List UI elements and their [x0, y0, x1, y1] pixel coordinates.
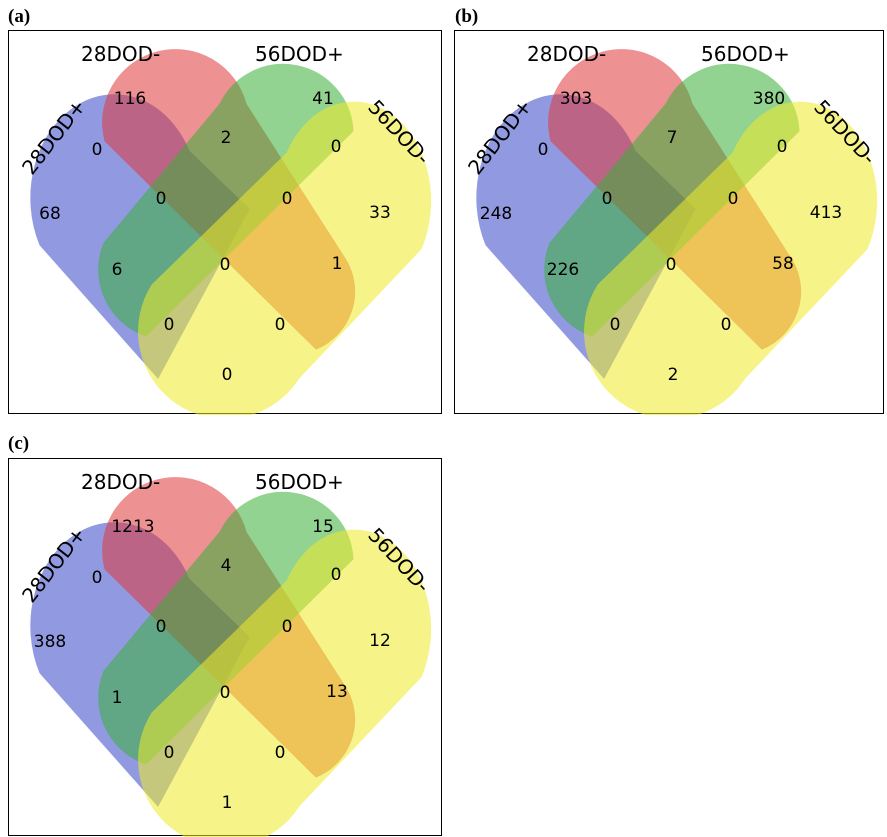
count-28dod-plus-56dod-plus: 6: [112, 260, 123, 280]
region-counts: 303 380 0 7 0 248 0 0 413 226 0 58 0 0 2: [480, 89, 842, 385]
ellipse-56dod-plus: [544, 63, 800, 337]
count-56dod-plus-56dod-minus: 0: [331, 137, 342, 157]
count-28dod-minus-56dod-minus: 13: [326, 682, 348, 702]
set-label-28dod-minus: 28DOD-: [81, 42, 160, 66]
count-28dod-minus-56dod-minus: 1: [332, 254, 343, 274]
count-56dod-plus-56dod-minus: 0: [331, 565, 342, 585]
count-only-56dod-minus: 33: [369, 203, 391, 223]
count-only-28dod-plus: 68: [39, 204, 61, 224]
venn-ellipses: [30, 477, 432, 837]
set-label-28dod-minus: 28DOD-: [81, 470, 160, 494]
count-28dod-plus-56dod-plus: 1: [112, 688, 123, 708]
count-only-56dod-plus: 380: [753, 89, 785, 109]
count-28dod-plus-28dod-minus-56dod-minus: 0: [275, 315, 286, 335]
venn-panel-a: 28DOD- 56DOD+ 28DOD+ 56DOD- 116 41 0 2 0…: [8, 30, 442, 415]
count-28dod-plus-28dod-minus: 0: [92, 140, 103, 160]
count-28dod-plus-28dod-minus-56dod-minus: 0: [275, 743, 286, 763]
venn-panel-b: 28DOD- 56DOD+ 28DOD+ 56DOD- 303 380 0 7 …: [454, 30, 884, 415]
count-28dod-plus-28dod-minus: 0: [92, 568, 103, 588]
count-only-28dod-plus: 248: [480, 204, 512, 224]
ellipse-56dod-plus: [98, 63, 354, 337]
ellipse-56dod-minus: [138, 529, 432, 837]
region-counts: 116 41 0 2 0 68 0 0 33 6 0 1 0 0 0: [39, 89, 391, 385]
panel-a-label: (a): [8, 6, 31, 27]
count-only-28dod-minus: 116: [114, 89, 146, 109]
region-counts: 1213 15 0 4 0 388 0 0 12 1 0 13 0 0 1: [34, 517, 391, 813]
count-28dod-minus-56dod-plus: 7: [667, 128, 678, 148]
venn-panel-c: 28DOD- 56DOD+ 28DOD+ 56DOD- 1213 15 0 4 …: [8, 458, 442, 837]
count-only-28dod-minus: 303: [560, 89, 592, 109]
count-all-sets: 0: [220, 255, 231, 275]
ellipse-56dod-minus: [584, 101, 878, 415]
set-label-56dod-plus: 56DOD+: [255, 470, 344, 494]
panel-b-label: (b): [455, 6, 479, 27]
venn-ellipses: [476, 49, 878, 415]
count-28dod-minus-56dod-plus-56dod-minus: 0: [282, 189, 293, 209]
venn-diagram-b: 28DOD- 56DOD+ 28DOD+ 56DOD- 303 380 0 7 …: [463, 42, 881, 415]
set-label-56dod-plus: 56DOD+: [701, 42, 790, 66]
count-28dod-plus-28dod-minus-56dod-minus: 0: [721, 315, 732, 335]
count-only-56dod-plus: 41: [312, 89, 334, 109]
count-28dod-plus-56dod-plus-56dod-minus: 0: [164, 315, 175, 335]
count-28dod-plus-28dod-minus-56dod-plus: 0: [602, 189, 613, 209]
count-28dod-minus-56dod-plus: 2: [221, 128, 232, 148]
count-only-56dod-plus: 15: [312, 517, 334, 537]
count-28dod-plus-28dod-minus: 0: [538, 140, 549, 160]
count-all-sets: 0: [666, 255, 677, 275]
count-28dod-plus-28dod-minus-56dod-plus: 0: [156, 617, 167, 637]
set-label-56dod-plus: 56DOD+: [255, 42, 344, 66]
count-28dod-minus-56dod-plus-56dod-minus: 0: [282, 617, 293, 637]
panel-c-label: (c): [8, 433, 30, 454]
count-28dod-plus-56dod-plus-56dod-minus: 0: [164, 743, 175, 763]
count-28dod-plus-56dod-plus-56dod-minus: 0: [610, 315, 621, 335]
set-label-28dod-minus: 28DOD-: [527, 42, 606, 66]
count-28dod-plus-56dod-plus: 226: [547, 260, 579, 280]
count-28dod-plus-56dod-minus: 1: [222, 793, 233, 813]
venn-diagram-a: 28DOD- 56DOD+ 28DOD+ 56DOD- 116 41 0 2 0…: [17, 42, 435, 415]
venn-ellipses: [30, 49, 432, 415]
count-28dod-plus-56dod-minus: 0: [222, 365, 233, 385]
count-28dod-plus-28dod-minus-56dod-plus: 0: [156, 189, 167, 209]
count-28dod-minus-56dod-minus: 58: [772, 254, 794, 274]
count-only-56dod-minus: 413: [810, 203, 842, 223]
count-all-sets: 0: [220, 683, 231, 703]
count-only-28dod-plus: 388: [34, 632, 66, 652]
count-28dod-plus-56dod-minus: 2: [668, 365, 679, 385]
count-56dod-plus-56dod-minus: 0: [777, 137, 788, 157]
count-only-56dod-minus: 12: [369, 631, 391, 651]
venn-diagram-c: 28DOD- 56DOD+ 28DOD+ 56DOD- 1213 15 0 4 …: [17, 470, 435, 837]
count-28dod-minus-56dod-plus-56dod-minus: 0: [728, 189, 739, 209]
count-only-28dod-minus: 1213: [111, 517, 154, 537]
ellipse-56dod-minus: [138, 101, 432, 415]
ellipse-56dod-plus: [98, 491, 354, 765]
count-28dod-minus-56dod-plus: 4: [221, 556, 232, 576]
